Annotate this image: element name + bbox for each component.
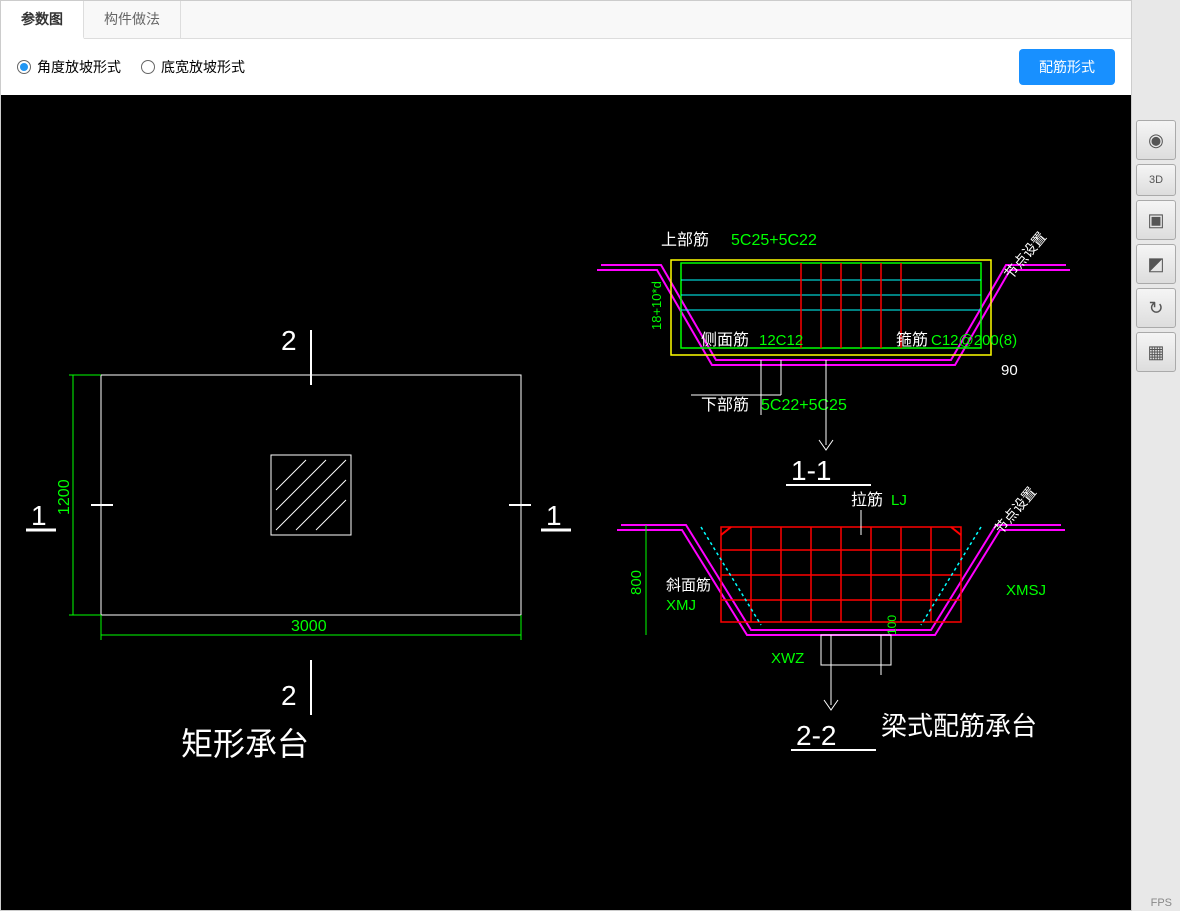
svg-text:XMSJ: XMSJ bbox=[1006, 582, 1046, 599]
svg-text:箍筋: 箍筋 bbox=[896, 331, 928, 349]
cad-drawing: 3000 1200 2 2 1 1 矩 bbox=[1, 95, 1131, 865]
svg-text:1: 1 bbox=[546, 500, 562, 531]
section-2-2-title: 2-2 bbox=[796, 720, 836, 751]
svg-text:XWZ: XWZ bbox=[771, 650, 804, 667]
status-bar: FPS bbox=[1143, 895, 1180, 911]
drawing-canvas[interactable]: 3000 1200 2 2 1 1 矩 bbox=[1, 95, 1131, 910]
option-bar: 角度放坡形式 底宽放坡形式 配筋形式 bbox=[1, 39, 1131, 95]
svg-text:节点设置: 节点设置 bbox=[991, 484, 1039, 537]
width-dimension: 3000 bbox=[291, 618, 327, 635]
radio-icon bbox=[17, 60, 31, 74]
height-dimension: 1200 bbox=[56, 479, 73, 515]
svg-text:12C12: 12C12 bbox=[759, 332, 803, 349]
svg-text:下部筋: 下部筋 bbox=[701, 396, 749, 414]
rotate-icon[interactable]: ↻ bbox=[1136, 288, 1176, 328]
svg-text:上部筋: 上部筋 bbox=[661, 231, 709, 249]
svg-text:2: 2 bbox=[281, 325, 297, 356]
svg-text:90: 90 bbox=[1001, 362, 1018, 379]
svg-text:5C22+5C25: 5C22+5C25 bbox=[761, 397, 847, 414]
section-2-2: 拉筋 LJ 斜面筋 XMJ XMSJ XWZ 100 节点设置 800 bbox=[617, 484, 1065, 751]
view-iso-icon[interactable]: ◩ bbox=[1136, 244, 1176, 284]
svg-text:1: 1 bbox=[31, 500, 47, 531]
fps-label: FPS bbox=[1151, 897, 1172, 909]
radio-angle-slope[interactable]: 角度放坡形式 bbox=[17, 57, 121, 77]
svg-text:5C25+5C22: 5C25+5C22 bbox=[731, 232, 817, 249]
section-1-1: 上部筋 5C25+5C22 侧面筋 12C12 箍筋 C12@200(8) 下部… bbox=[597, 229, 1070, 486]
main-section-title: 梁式配筋承台 bbox=[881, 711, 1037, 741]
right-toolbar: ◉ 3D ▣ ◩ ↻ ▦ bbox=[1132, 0, 1180, 911]
svg-text:斜面筋: 斜面筋 bbox=[666, 577, 711, 594]
svg-text:拉筋: 拉筋 bbox=[851, 491, 883, 509]
svg-text:XMJ: XMJ bbox=[666, 597, 696, 614]
radio-icon bbox=[141, 60, 155, 74]
view-3d-icon[interactable]: 3D bbox=[1136, 164, 1176, 196]
svg-text:侧面筋: 侧面筋 bbox=[701, 331, 749, 349]
svg-text:800: 800 bbox=[628, 570, 645, 595]
svg-text:100: 100 bbox=[885, 615, 899, 635]
radio-bottom-width-slope[interactable]: 底宽放坡形式 bbox=[141, 57, 245, 77]
tab-bar: 参数图 构件做法 bbox=[1, 1, 1131, 39]
view-sphere-icon[interactable]: ◉ bbox=[1136, 120, 1176, 160]
view-cube-icon[interactable]: ▣ bbox=[1136, 200, 1176, 240]
radio-label: 底宽放坡形式 bbox=[161, 57, 245, 77]
svg-text:节点设置: 节点设置 bbox=[1001, 229, 1049, 282]
tab-component-method[interactable]: 构件做法 bbox=[84, 1, 181, 38]
left-diagram: 3000 1200 2 2 1 1 矩 bbox=[26, 325, 571, 762]
left-title: 矩形承台 bbox=[181, 726, 309, 762]
tab-param-diagram[interactable]: 参数图 bbox=[1, 1, 84, 39]
svg-text:C12@200(8): C12@200(8) bbox=[931, 332, 1017, 349]
section-1-1-title: 1-1 bbox=[791, 455, 831, 486]
grid-settings-icon[interactable]: ▦ bbox=[1136, 332, 1176, 372]
svg-text:LJ: LJ bbox=[891, 492, 907, 509]
svg-text:2: 2 bbox=[281, 680, 297, 711]
config-rebar-button[interactable]: 配筋形式 bbox=[1019, 49, 1115, 85]
radio-label: 角度放坡形式 bbox=[37, 57, 121, 77]
svg-text:18+10*d: 18+10*d bbox=[649, 281, 664, 330]
